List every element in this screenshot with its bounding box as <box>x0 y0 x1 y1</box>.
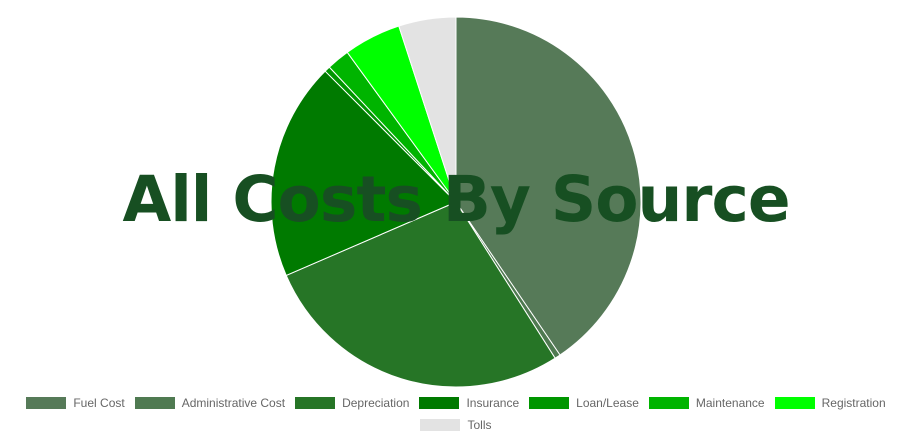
legend-item-fuel-cost[interactable]: Fuel Cost <box>26 396 125 410</box>
chart-area: All Costs By Source <box>122 16 791 388</box>
legend-label: Tolls <box>467 418 492 432</box>
legend: Fuel Cost Administrative Cost Depreciation… <box>0 396 912 432</box>
legend-item-loan-lease[interactable]: Loan/Lease <box>529 396 639 410</box>
legend-item-depreciation[interactable]: Depreciation <box>295 396 409 410</box>
legend-label: Maintenance <box>695 396 765 410</box>
legend-swatch <box>419 397 460 409</box>
legend-item-administrative-cost[interactable]: Administrative Cost <box>134 396 286 410</box>
pie-slice-depreciation[interactable] <box>285 201 556 388</box>
pie-slice-tolls[interactable] <box>398 16 457 203</box>
legend-swatch <box>529 397 570 409</box>
pie-slice-fuel-cost[interactable] <box>455 16 642 356</box>
legend-item-registration[interactable]: Registration <box>774 396 886 410</box>
legend-label: Fuel Cost <box>73 396 125 410</box>
pie-slice-insurance[interactable] <box>270 70 457 277</box>
legend-label: Depreciation <box>342 396 410 410</box>
legend-item-insurance[interactable]: Insurance <box>419 396 519 410</box>
legend-label: Registration <box>821 396 886 410</box>
legend-swatch <box>134 397 175 409</box>
legend-swatch <box>648 397 689 409</box>
legend-label: Administrative Cost <box>181 396 286 410</box>
pie-chart <box>270 16 642 388</box>
legend-label: Loan/Lease <box>576 396 639 410</box>
legend-item-maintenance[interactable]: Maintenance <box>648 396 765 410</box>
legend-swatch <box>26 397 67 409</box>
legend-label: Insurance <box>466 396 520 410</box>
legend-item-tolls[interactable]: Tolls <box>420 418 492 432</box>
legend-swatch <box>774 397 815 409</box>
legend-swatch <box>295 397 336 409</box>
legend-swatch <box>420 419 461 431</box>
